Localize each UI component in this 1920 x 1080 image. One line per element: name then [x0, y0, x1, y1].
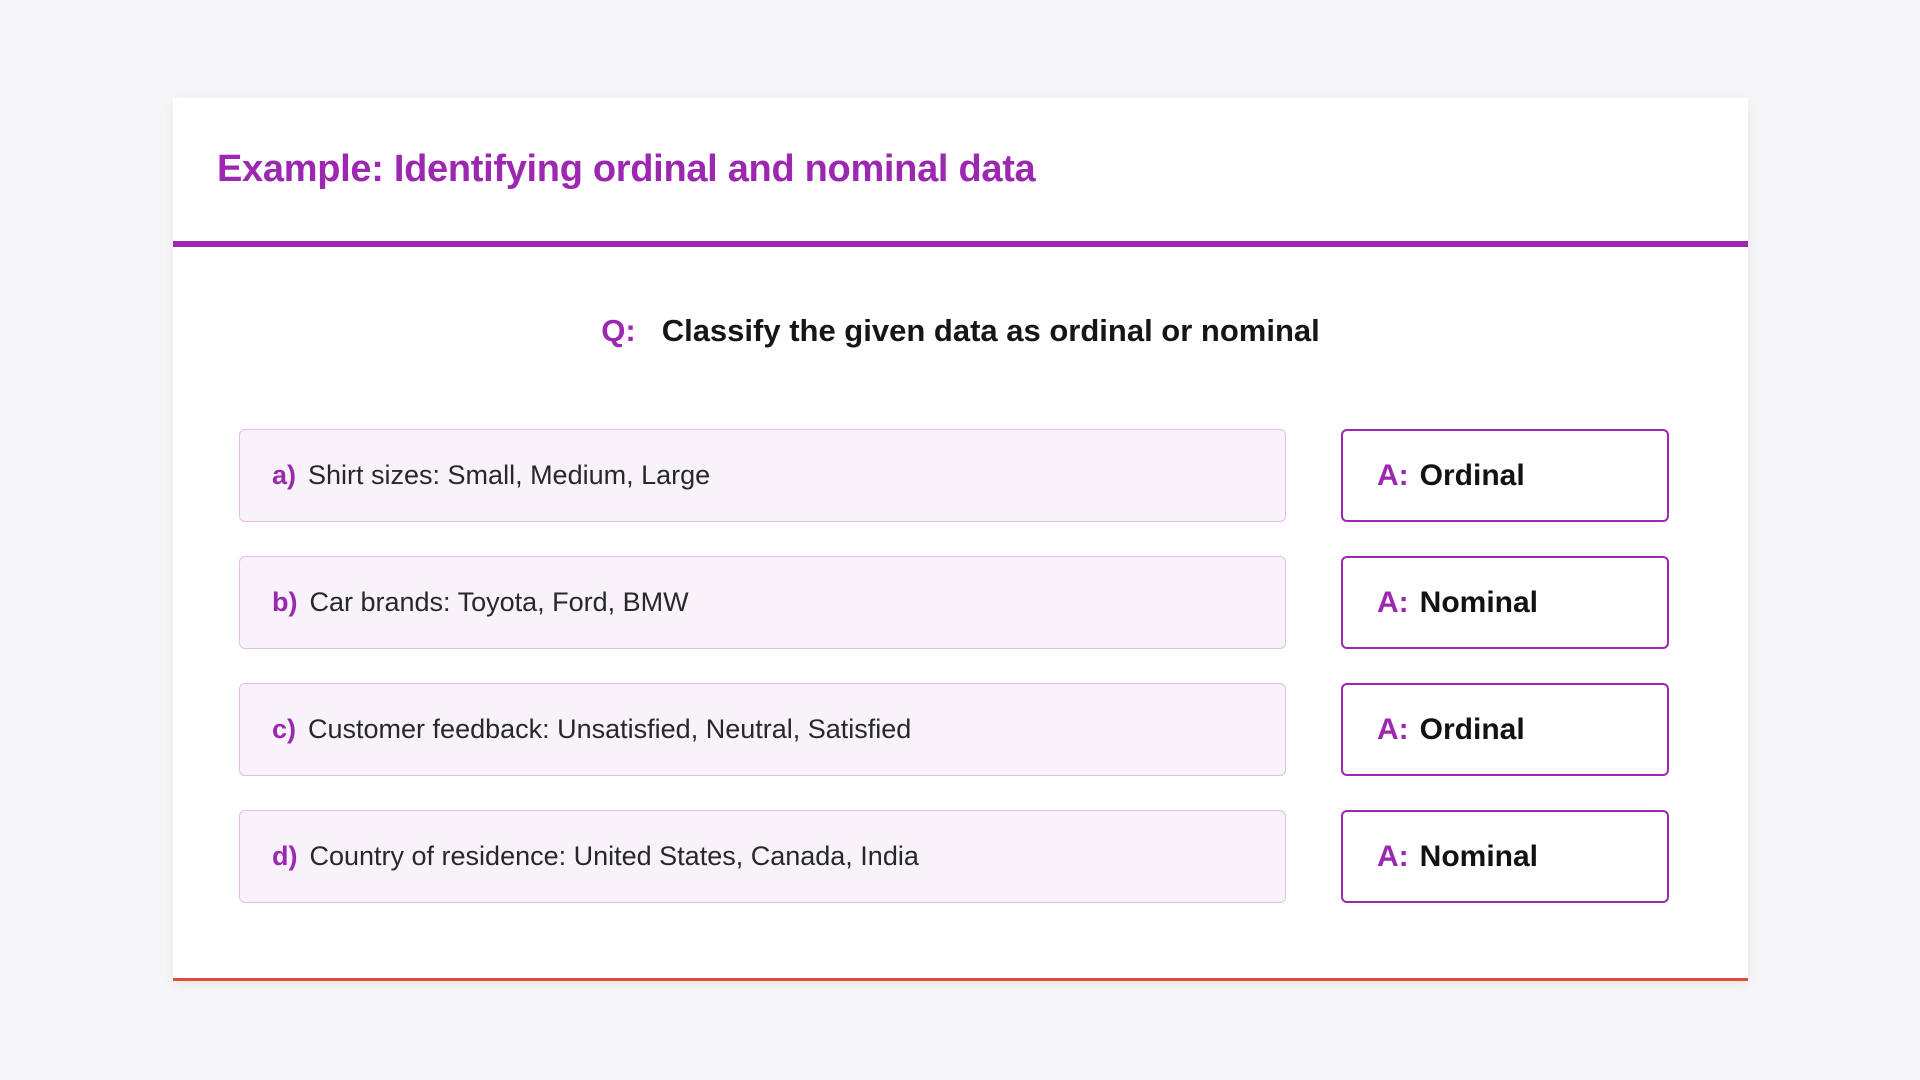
answer-label: A: [1377, 712, 1409, 746]
question-line: Q: Classify the given data as ordinal or… [173, 309, 1748, 353]
item-text: Customer feedback: Unsatisfied, Neutral,… [308, 714, 912, 744]
prompt-box-c: c) Customer feedback: Unsatisfied, Neutr… [239, 683, 1286, 776]
answer-box-d: A: Nominal [1341, 810, 1669, 903]
list-item: c) Customer feedback: Unsatisfied, Neutr… [239, 683, 1669, 776]
item-text: Country of residence: United States, Can… [309, 841, 919, 871]
item-label: a) [272, 460, 297, 490]
question-text: Classify the given data as ordinal or no… [661, 313, 1320, 348]
answer-box-c: A: Ordinal [1341, 683, 1669, 776]
answer-text: Nominal [1419, 585, 1539, 619]
answer-text: Ordinal [1419, 458, 1525, 492]
answer-box-b: A: Nominal [1341, 556, 1669, 649]
list-item: b) Car brands: Toyota, Ford, BMW A: Nomi… [239, 556, 1669, 649]
answer-label: A: [1377, 458, 1409, 492]
answer-text: Nominal [1419, 839, 1539, 873]
answer-label: A: [1377, 839, 1409, 873]
page-title: Example: Identifying ordinal and nominal… [217, 148, 1036, 190]
card-header: Example: Identifying ordinal and nominal… [173, 98, 1748, 241]
item-label: b) [272, 587, 298, 617]
list-item: d) Country of residence: United States, … [239, 810, 1669, 903]
prompt-box-d: d) Country of residence: United States, … [239, 810, 1286, 903]
example-card: Example: Identifying ordinal and nominal… [173, 98, 1748, 981]
list-item: a) Shirt sizes: Small, Medium, Large A: … [239, 429, 1669, 522]
title-divider [173, 241, 1748, 247]
answer-box-a: A: Ordinal [1341, 429, 1669, 522]
prompt-box-a: a) Shirt sizes: Small, Medium, Large [239, 429, 1286, 522]
prompt-box-b: b) Car brands: Toyota, Ford, BMW [239, 556, 1286, 649]
item-text: Car brands: Toyota, Ford, BMW [309, 587, 689, 617]
question-label: Q: [601, 313, 636, 348]
answer-text: Ordinal [1419, 712, 1525, 746]
items-list: a) Shirt sizes: Small, Medium, Large A: … [173, 429, 1748, 903]
item-label: c) [272, 714, 297, 744]
item-text: Shirt sizes: Small, Medium, Large [308, 460, 711, 490]
item-label: d) [272, 841, 298, 871]
answer-label: A: [1377, 585, 1409, 619]
